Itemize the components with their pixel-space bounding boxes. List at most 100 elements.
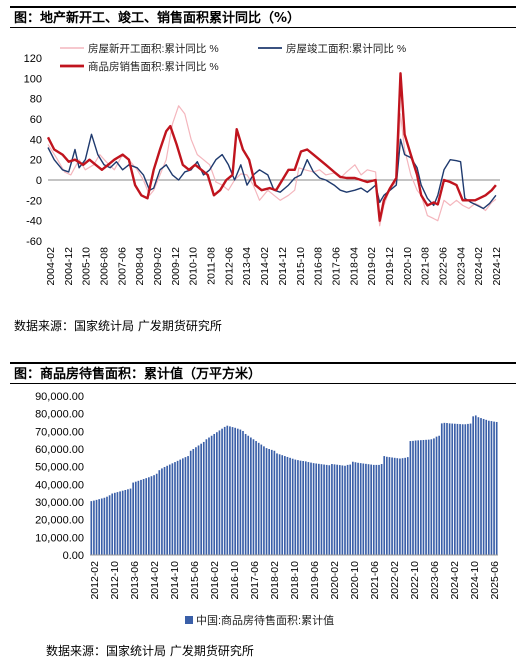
chart2-bar	[299, 460, 302, 555]
chart2-bar	[349, 464, 352, 555]
chart2-y-tick-label: 20,000.00	[35, 515, 84, 527]
chart2-x-tick-label: 2013-06	[129, 561, 141, 600]
chart1-x-tick-label: 2008-04	[134, 247, 146, 286]
chart2-bar	[192, 449, 195, 555]
chart2-bar	[210, 435, 213, 555]
chart2-y-tick-label: 60,000.00	[35, 444, 84, 456]
chart2-bar	[163, 467, 166, 555]
chart2-x-tick-label: 2018-10	[289, 561, 301, 600]
chart2-bar	[404, 457, 406, 555]
chart1-series-line-2	[46, 72, 497, 222]
chart1-y-tick-label: 100	[24, 73, 42, 85]
chart2-bar	[417, 440, 420, 555]
chart2-bar	[229, 426, 231, 555]
chart2-bar	[116, 492, 119, 555]
chart2-bar	[391, 457, 393, 555]
chart2-bar	[480, 418, 482, 555]
chart2-legend-swatch	[185, 616, 193, 624]
chart1-legend-label-2: 商品房销售面积:累计同比 %	[88, 60, 219, 73]
chart2-bar	[231, 427, 234, 555]
chart2-bar	[336, 464, 338, 555]
chart2-bar	[265, 448, 268, 555]
chart2-bar	[176, 460, 179, 555]
chart2-bar	[370, 464, 372, 555]
chart2-bar	[103, 497, 106, 555]
chart2-bar	[386, 456, 388, 555]
chart2-bar	[344, 465, 346, 555]
chart2-x-tick-label: 2023-06	[429, 561, 441, 600]
chart1-x-tick-label: 2014-12	[277, 247, 289, 286]
chart2-bar	[315, 463, 318, 555]
chart2-bar	[158, 470, 161, 555]
chart2-bar	[357, 462, 359, 555]
chart2-x-tick-label: 2018-02	[269, 561, 281, 600]
chart2-bar	[393, 457, 396, 555]
chart2-bar	[297, 460, 299, 555]
chart2-bar	[469, 423, 472, 555]
chart2-x-tick-label: 2020-02	[329, 561, 341, 600]
chart2-x-tick-label: 2014-02	[149, 561, 161, 600]
chart2-bar	[352, 461, 354, 555]
chart2-bar	[338, 465, 341, 555]
chart2-y-tick-label: 90,000.00	[35, 391, 84, 403]
chart2-bar	[145, 478, 148, 555]
chart2-bar	[320, 464, 323, 555]
chart2-bar	[132, 482, 134, 555]
chart2-bar	[367, 464, 370, 555]
chart2-bar	[438, 435, 440, 555]
chart2-bar	[286, 456, 289, 555]
chart2-x-tick-label: 2025-06	[489, 561, 501, 600]
chart2-x-tick-label: 2014-10	[169, 561, 181, 600]
chart2-bar	[325, 464, 328, 555]
chart2-bar	[383, 456, 386, 555]
chart2-bar	[108, 495, 111, 555]
chart2-bar	[153, 475, 155, 555]
chart1-x-tick-label: 2013-04	[241, 247, 253, 286]
chart2-bar	[467, 423, 469, 555]
chart2-bar	[375, 464, 378, 555]
chart2-bar	[137, 480, 140, 555]
chart2-bar	[380, 464, 383, 555]
chart2-x-tick-label: 2024-10	[469, 561, 481, 600]
chart2-bar	[482, 418, 485, 555]
chart2-bar	[388, 457, 391, 555]
chart2-x-tick-label: 2022-02	[389, 561, 401, 600]
chart2-bar	[291, 458, 294, 555]
chart2-bar	[443, 422, 446, 555]
chart2-x-tick-label: 2012-02	[89, 561, 101, 600]
chart2-bar	[114, 492, 116, 555]
chart2-x-tick-label: 2024-02	[449, 561, 461, 600]
chart2-bar	[189, 450, 192, 555]
chart1-x-tick-label: 2016-08	[313, 247, 325, 286]
chart1-legend-label-1: 房屋竣工面积:累计同比 %	[286, 42, 406, 55]
chart2-bar	[216, 432, 218, 555]
chart2-bar	[331, 464, 333, 555]
chart2-bar	[488, 420, 490, 555]
chart1-x-tick-label: 2020-10	[402, 247, 414, 286]
chart2-x-tick-label: 2012-10	[109, 561, 121, 600]
chart1-y-tick-label: 40	[30, 134, 42, 146]
chart2-bar	[459, 424, 461, 555]
chart2-bar	[129, 488, 132, 555]
chart1-x-tick-label: 2012-06	[223, 247, 235, 286]
chart2-bar	[182, 458, 184, 555]
chart2-bar	[312, 463, 315, 555]
chart2-bar	[461, 424, 464, 555]
chart2-bar-chart: 0.00 10,000.00 20,000.00 30,000.00 40,000.00…	[35, 391, 501, 627]
chart2-bar	[359, 463, 362, 555]
chart2-bar	[168, 464, 171, 555]
chart2-bar	[124, 489, 127, 555]
chart2-x-tick-label: 2015-06	[189, 561, 201, 600]
chart2-bar	[333, 464, 336, 555]
chart2-source: 数据来源：国家统计局 广发期货研究所	[46, 644, 254, 658]
chart2-bar	[294, 459, 297, 555]
chart2-bar	[142, 479, 145, 555]
chart2-bar	[161, 468, 163, 555]
chart1-y-tick-label: 20	[30, 155, 42, 167]
chart2-bar	[399, 458, 401, 555]
chart2-bar	[490, 421, 493, 555]
chart2-bar	[98, 499, 100, 555]
chart2-bar	[302, 461, 304, 555]
chart2-bar	[234, 427, 236, 555]
chart2-bar	[495, 421, 498, 555]
